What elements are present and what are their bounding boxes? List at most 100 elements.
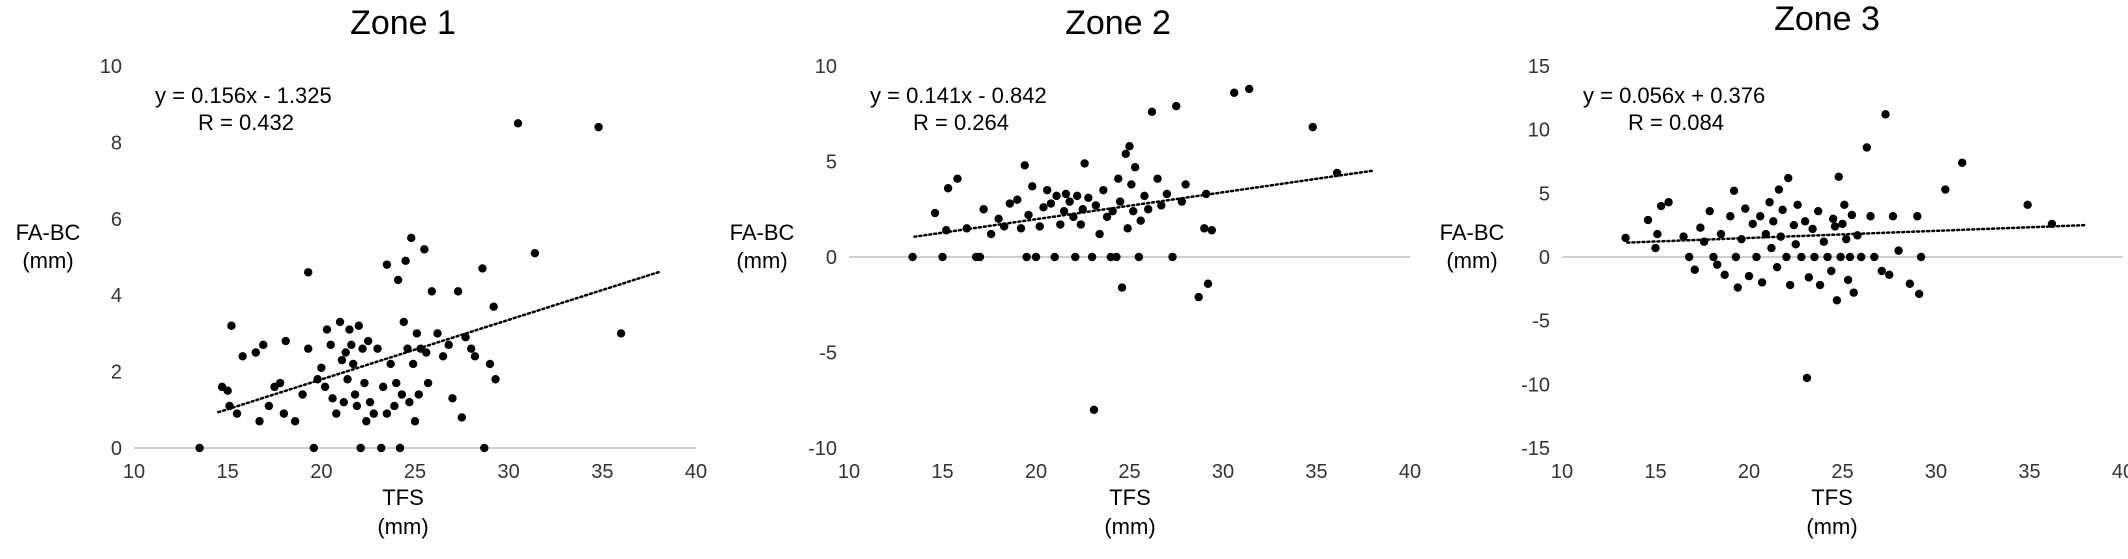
data-point [352, 401, 362, 411]
data-point [1684, 252, 1694, 262]
data-point [354, 321, 363, 330]
data-point [298, 390, 307, 399]
data-point [304, 344, 313, 353]
correlation-coefficient: R = 0.084 [1628, 110, 1724, 135]
data-point [1802, 373, 1812, 383]
data-point [1737, 234, 1746, 244]
y-tick-label: 0 [1539, 247, 1550, 269]
data-point [1881, 110, 1890, 119]
data-point [223, 386, 232, 395]
data-point [444, 340, 453, 350]
y-tick-label: -5 [819, 343, 837, 365]
data-point [1201, 189, 1211, 199]
x-tick-label: 15 [1644, 461, 1666, 483]
data-point [1130, 163, 1140, 172]
data-point [386, 359, 395, 369]
data-point [1080, 159, 1089, 168]
plot-area: 0 2 4 6 8 10 10 15 20 25 30 35 40 [100, 56, 707, 483]
data-point [1095, 229, 1104, 239]
data-point [1308, 122, 1317, 132]
regression-equation: y = 0.141x - 0.842 [870, 83, 1047, 108]
data-point [1664, 198, 1673, 207]
data-point [979, 205, 988, 214]
chart-title: Zone 3 [1774, 0, 1880, 38]
y-tick-label: 6 [111, 209, 122, 231]
data-point [1172, 101, 1181, 111]
data-point [453, 287, 463, 296]
data-point [485, 359, 495, 369]
data-point [1885, 270, 1894, 280]
data-point [1815, 280, 1825, 290]
x-axis-label-line2: (mm) [1806, 514, 1857, 539]
data-point [227, 321, 236, 330]
x-tick-label: 40 [2112, 461, 2128, 483]
data-point [1830, 222, 1840, 231]
data-point [1778, 205, 1787, 215]
data-point [1089, 405, 1099, 414]
data-point [1230, 88, 1239, 97]
data-point [433, 329, 442, 338]
data-point [378, 382, 388, 392]
data-point [399, 317, 408, 327]
data-point [491, 375, 500, 384]
data-point [309, 443, 319, 453]
data-point [1741, 204, 1750, 213]
data-point [1087, 252, 1097, 262]
y-tick-label: 10 [1528, 120, 1550, 142]
data-point [1729, 186, 1739, 195]
data-point [1621, 233, 1630, 243]
data-point [264, 401, 274, 411]
data-point [1207, 226, 1216, 235]
data-point [1765, 198, 1774, 207]
x-tick-label: 10 [838, 461, 860, 483]
data-point [1905, 279, 1915, 288]
data-point [232, 409, 242, 418]
data-point [347, 340, 356, 350]
data-point [1153, 174, 1162, 183]
data-point [339, 397, 349, 407]
data-point [382, 409, 392, 418]
data-point [1069, 212, 1078, 222]
data-point [1144, 205, 1153, 214]
data-point [1091, 201, 1101, 210]
data-point [1157, 201, 1166, 210]
data-point [1115, 197, 1125, 206]
x-tick-label: 25 [1118, 461, 1140, 483]
y-tick-label: 0 [826, 247, 837, 269]
data-point [427, 287, 437, 296]
data-point [1117, 283, 1127, 292]
x-tick-label: 35 [2018, 461, 2040, 483]
data-point [1941, 185, 1950, 194]
data-point [317, 363, 326, 372]
chart-zone-1: Zone 1 FA-BC (mm) TFS (mm) y = 0.156x - … [16, 4, 708, 539]
data-point [290, 417, 300, 426]
data-point [1125, 142, 1134, 151]
data-point [1194, 292, 1203, 302]
data-point [1857, 252, 1866, 262]
data-point [480, 443, 489, 453]
data-point [1957, 158, 1967, 167]
x-tick-label: 25 [1831, 461, 1853, 483]
data-point [1843, 275, 1853, 285]
data-point [1244, 84, 1254, 94]
data-point [281, 336, 290, 346]
y-tick-label: 4 [111, 285, 122, 307]
data-point [343, 375, 352, 384]
data-point [304, 268, 313, 277]
data-point [259, 340, 268, 350]
data-point [1690, 265, 1699, 274]
plot-area: -10 -5 0 5 10 10 15 20 25 30 35 40 [808, 56, 1421, 483]
data-point [1203, 279, 1213, 288]
data-point [1838, 219, 1847, 229]
data-point [251, 348, 260, 357]
data-point [382, 260, 392, 269]
x-tick-label: 10 [123, 461, 145, 483]
y-axis-label-line2: (mm) [22, 248, 73, 273]
x-tick-label: 40 [685, 461, 707, 483]
data-point [377, 443, 386, 453]
data-point [1813, 206, 1823, 216]
data-point [1108, 206, 1117, 216]
data-point [1651, 243, 1660, 253]
data-point [1853, 231, 1862, 240]
data-point [1769, 217, 1778, 226]
